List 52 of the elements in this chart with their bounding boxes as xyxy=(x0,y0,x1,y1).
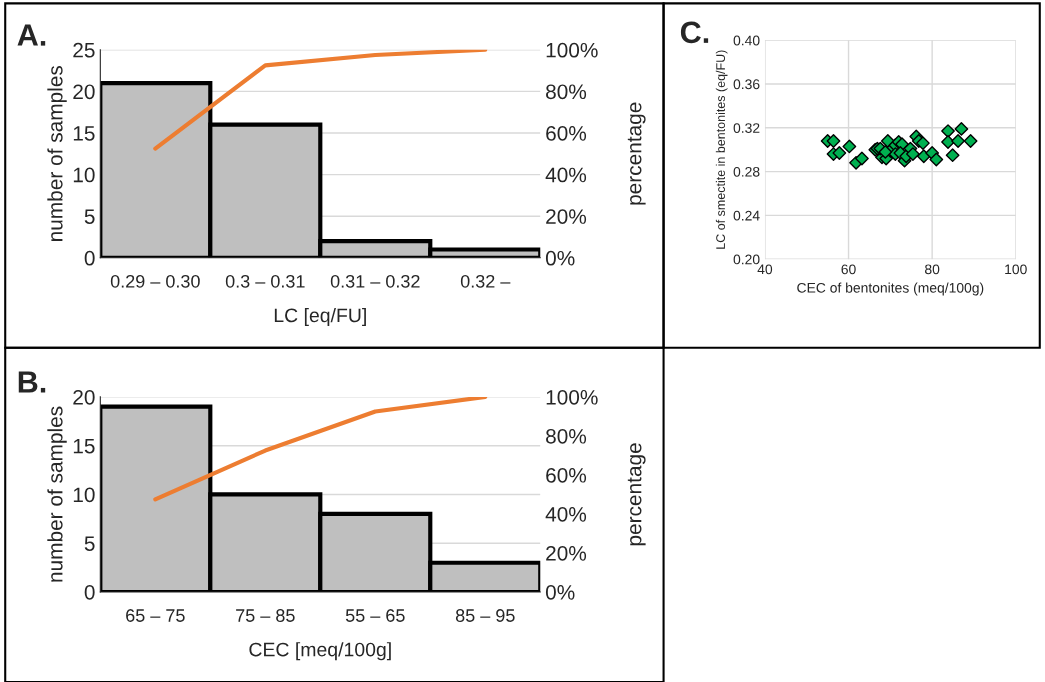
y-tick-label: 0 xyxy=(84,250,95,266)
y-tick-label: 0.28 xyxy=(733,166,760,177)
x-tick-label: 0.3 – 0.31 xyxy=(225,274,305,288)
y2-tick-label: 40% xyxy=(545,167,587,183)
y2-tick-label: 20% xyxy=(546,545,587,561)
y2-tick-label: 0% xyxy=(545,584,575,600)
y-tick-label: 0.32 xyxy=(733,123,760,133)
y-axis-title: number of samples xyxy=(47,406,67,582)
chart-title: B. xyxy=(18,371,46,393)
chart-title: C. xyxy=(680,21,709,44)
y-tick-label: 5 xyxy=(84,536,95,551)
x-tick-label: 0.31 – 0.32 xyxy=(330,274,420,288)
y2-tick-label: 80% xyxy=(546,428,587,444)
y-tick-label: 5 xyxy=(84,209,95,224)
y2-tick-label: 80% xyxy=(546,84,587,100)
x-axis-title: LC [eq/FU] xyxy=(274,307,366,327)
y-tick-label: 0 xyxy=(84,584,95,600)
y-tick-label: 20 xyxy=(73,84,95,100)
x-tick-label: 100 xyxy=(1005,264,1027,275)
y-axis-title: number of samples xyxy=(47,65,67,241)
y-tick-label: 0.36 xyxy=(733,79,760,90)
y2-tick-label: 100% xyxy=(546,389,598,405)
y-axis-title: LC of smectite in bentonites (eq/FU) xyxy=(715,50,728,249)
chart-title: A. xyxy=(17,24,46,46)
x-tick-label: 55 – 65 xyxy=(345,609,405,622)
y-tick-label: 25 xyxy=(73,42,95,58)
y-tick-label: 0.40 xyxy=(733,35,760,46)
y2-tick-label: 40% xyxy=(545,506,587,522)
y2-tick-label: 60% xyxy=(546,467,587,483)
y2-axis-title: percentage xyxy=(627,102,646,205)
x-axis-title: CEC [meq/100g] xyxy=(249,642,391,661)
y-tick-label: 15 xyxy=(73,438,95,454)
x-tick-label: 40 xyxy=(757,264,773,275)
y-tick-label: 10 xyxy=(73,487,95,503)
x-axis-title: CEC of bentonites (meq/100g) xyxy=(797,282,984,296)
x-tick-label: 60 xyxy=(841,264,856,275)
x-tick-label: 80 xyxy=(925,264,940,275)
y-tick-label: 0.20 xyxy=(733,254,760,265)
x-tick-label: 65 – 75 xyxy=(126,609,185,622)
y-tick-label: 0.24 xyxy=(733,210,760,221)
x-tick-label: 0.29 – 0.30 xyxy=(110,274,200,288)
x-tick-label: 85 – 95 xyxy=(455,609,515,622)
y2-tick-label: 0% xyxy=(545,250,575,266)
y2-tick-label: 20% xyxy=(546,209,587,224)
y2-axis-title: percentage xyxy=(627,443,646,546)
x-tick-label: 0.32 – xyxy=(460,274,511,288)
y-tick-label: 15 xyxy=(73,126,95,141)
y2-tick-label: 100% xyxy=(546,42,598,58)
y-tick-label: 10 xyxy=(73,167,95,183)
x-tick-label: 75 – 85 xyxy=(236,609,295,622)
y2-tick-label: 60% xyxy=(546,125,587,141)
y-tick-label: 20 xyxy=(73,389,95,405)
